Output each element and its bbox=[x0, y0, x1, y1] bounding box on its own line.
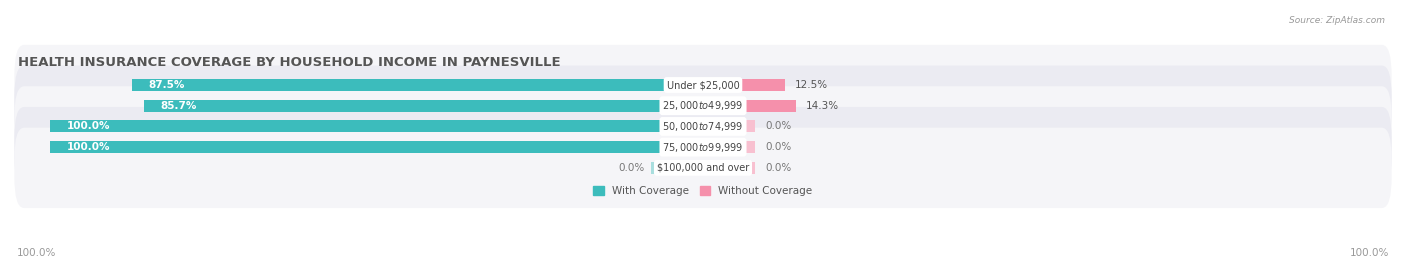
FancyBboxPatch shape bbox=[14, 86, 1392, 167]
Text: 100.0%: 100.0% bbox=[66, 121, 110, 132]
FancyBboxPatch shape bbox=[14, 107, 1392, 187]
Text: 0.0%: 0.0% bbox=[765, 121, 792, 132]
Bar bbox=[703, 162, 755, 174]
Bar bbox=[703, 100, 796, 112]
Text: 100.0%: 100.0% bbox=[66, 142, 110, 152]
Text: Under $25,000: Under $25,000 bbox=[666, 80, 740, 90]
Bar bbox=[703, 79, 785, 91]
Text: 0.0%: 0.0% bbox=[765, 163, 792, 173]
Bar bbox=[143, 100, 703, 112]
Bar bbox=[703, 141, 755, 153]
Bar bbox=[132, 79, 703, 91]
Text: HEALTH INSURANCE COVERAGE BY HOUSEHOLD INCOME IN PAYNESVILLE: HEALTH INSURANCE COVERAGE BY HOUSEHOLD I… bbox=[18, 56, 560, 69]
Text: 12.5%: 12.5% bbox=[794, 80, 828, 90]
Text: $25,000 to $49,999: $25,000 to $49,999 bbox=[662, 99, 744, 112]
Text: 0.0%: 0.0% bbox=[765, 142, 792, 152]
Text: 100.0%: 100.0% bbox=[1350, 248, 1389, 258]
FancyBboxPatch shape bbox=[14, 66, 1392, 146]
Legend: With Coverage, Without Coverage: With Coverage, Without Coverage bbox=[593, 186, 813, 196]
Text: $75,000 to $99,999: $75,000 to $99,999 bbox=[662, 141, 744, 154]
Bar bbox=[651, 162, 703, 174]
Text: 14.3%: 14.3% bbox=[806, 101, 839, 111]
Text: 0.0%: 0.0% bbox=[619, 163, 644, 173]
Text: 87.5%: 87.5% bbox=[148, 80, 184, 90]
Bar bbox=[703, 121, 755, 132]
Bar bbox=[51, 121, 703, 132]
FancyBboxPatch shape bbox=[14, 128, 1392, 208]
Text: 100.0%: 100.0% bbox=[17, 248, 56, 258]
Text: $50,000 to $74,999: $50,000 to $74,999 bbox=[662, 120, 744, 133]
Bar bbox=[51, 141, 703, 153]
Text: $100,000 and over: $100,000 and over bbox=[657, 163, 749, 173]
Text: Source: ZipAtlas.com: Source: ZipAtlas.com bbox=[1289, 16, 1385, 25]
FancyBboxPatch shape bbox=[14, 45, 1392, 125]
Text: 85.7%: 85.7% bbox=[160, 101, 197, 111]
